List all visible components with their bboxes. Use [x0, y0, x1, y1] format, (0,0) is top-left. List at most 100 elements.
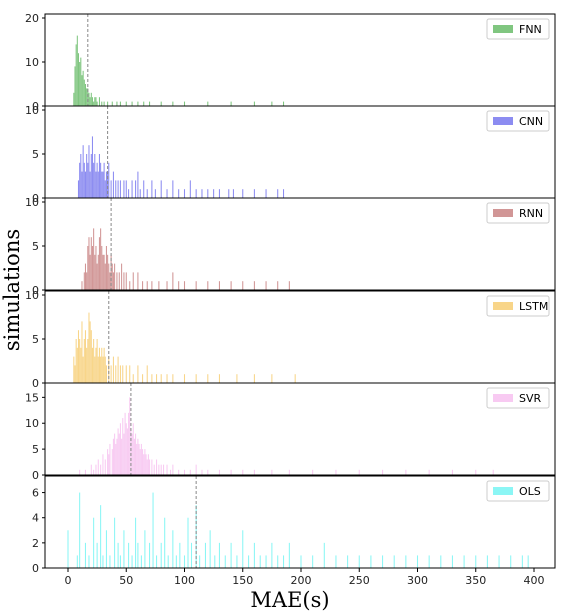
lstm-legend-label: LSTM [519, 300, 548, 313]
svr-bar-21 [122, 418, 124, 475]
ols-bar-35 [204, 542, 206, 568]
svr-bar-23 [124, 412, 126, 475]
cnn-bar-7 [86, 154, 88, 198]
ols-bar-48 [277, 555, 279, 568]
rnn-bar-40 [166, 281, 168, 290]
ols-bar-64 [451, 555, 453, 568]
ols-bar-59 [393, 555, 395, 568]
ols-bar-3 [84, 542, 86, 568]
rnn-bar-43 [183, 281, 186, 290]
fnn-bar-6 [80, 57, 82, 106]
svr-bar-52 [170, 469, 172, 475]
cnn-bar-41 [151, 180, 153, 198]
cnn-bar-17 [97, 171, 99, 198]
svr-bar-30 [132, 423, 134, 475]
rnn-bar-2 [84, 263, 86, 290]
svr-bar-5 [97, 459, 99, 475]
cnn-bar-1 [79, 162, 81, 198]
fnn-bar-17 [93, 101, 95, 106]
fnn-ytick-label-1: 10 [25, 56, 39, 69]
rnn-bar-26 [112, 272, 114, 290]
ols-bar-32 [190, 542, 193, 568]
fnn-bar-25 [111, 101, 113, 106]
lstm-bar-44 [160, 374, 162, 383]
lstm-bar-10 [84, 330, 86, 383]
svr-bar-27 [129, 397, 131, 475]
svr-bar-13 [112, 438, 114, 475]
cnn-bar-25 [107, 171, 109, 198]
cnn-bar-9 [88, 145, 90, 198]
cnn-bar-36 [135, 180, 137, 198]
ols-bar-26 [167, 555, 169, 568]
fnn-bar-11 [86, 88, 88, 106]
svr-bar-68 [358, 469, 360, 475]
cnn-bar-8 [87, 162, 89, 198]
svr-bar-65 [288, 469, 290, 475]
svr-bar-57 [195, 464, 197, 475]
svr-legend-label: SVR [519, 392, 542, 405]
svr-bar-1 [84, 469, 86, 475]
ols-bar-63 [440, 555, 442, 568]
ols-bar-52 [312, 555, 314, 568]
svr-bar-4 [95, 464, 97, 475]
svr-bar-31 [133, 438, 135, 475]
fnn-bar-26 [116, 101, 118, 106]
svr-bar-67 [335, 469, 337, 475]
ols-bar-27 [172, 530, 174, 568]
svr-bar-56 [189, 469, 191, 475]
svr-panel-frame [44, 382, 556, 476]
fnn-legend-swatch [493, 25, 513, 33]
ols-bar-34 [199, 555, 201, 568]
cnn-ytick-label-2: 10 [25, 104, 39, 117]
svr-bar-10 [108, 454, 110, 475]
fnn-bar-37 [230, 101, 232, 106]
xtick-label-1: 50 [119, 574, 133, 587]
lstm-bar-31 [112, 356, 114, 383]
cnn-bar-37 [137, 171, 139, 198]
cnn-bar-4 [82, 145, 84, 198]
cnn-bar-53 [218, 189, 220, 198]
xtick-label-4: 200 [291, 574, 312, 587]
rnn-bar-31 [123, 272, 125, 290]
cnn-bar-44 [166, 189, 168, 198]
fnn-bar-1 [74, 66, 76, 106]
x-axis-label: MAE(s) [250, 588, 329, 612]
cnn-bar-13 [93, 162, 95, 198]
ols-bar-10 [109, 555, 111, 568]
rnn-bar-8 [91, 246, 93, 290]
fnn-bar-21 [98, 97, 100, 106]
svr-bar-24 [125, 423, 127, 475]
svr-bar-53 [172, 464, 174, 475]
lstm-bar-28 [105, 365, 107, 383]
rnn-bar-44 [195, 281, 197, 290]
ols-bar-38 [218, 542, 220, 568]
rnn-bar-11 [95, 246, 97, 290]
ols-bar-61 [416, 555, 419, 568]
lstm-bar-51 [236, 374, 238, 383]
lstm-bar-53 [271, 374, 273, 383]
rnn-bar-19 [104, 263, 106, 290]
ols-bar-60 [405, 555, 407, 568]
svr-bar-12 [111, 449, 113, 475]
lstm-bar-6 [80, 347, 82, 383]
cnn-bar-29 [115, 180, 117, 198]
cnn-bar-43 [160, 180, 162, 198]
fnn-bar-36 [207, 101, 209, 106]
rnn-bar-18 [103, 254, 105, 290]
lstm-bar-34 [119, 365, 121, 383]
rnn-bar-47 [230, 281, 232, 290]
fnn-bar-34 [172, 101, 174, 106]
cnn-ytick-label-0: 0 [32, 192, 39, 205]
cnn-bar-50 [201, 189, 203, 198]
rnn-bar-20 [105, 246, 107, 290]
fnn-bar-22 [101, 101, 103, 106]
cnn-bar-38 [139, 189, 141, 198]
lstm-bar-36 [125, 365, 127, 383]
svr-bar-32 [135, 433, 137, 475]
ols-bar-41 [236, 555, 238, 568]
xtick-label-3: 150 [232, 574, 253, 587]
svr-bar-73 [475, 469, 477, 475]
fnn-bar-29 [131, 101, 133, 106]
rnn-bar-24 [110, 254, 112, 290]
cnn-panel-frame [44, 105, 556, 199]
